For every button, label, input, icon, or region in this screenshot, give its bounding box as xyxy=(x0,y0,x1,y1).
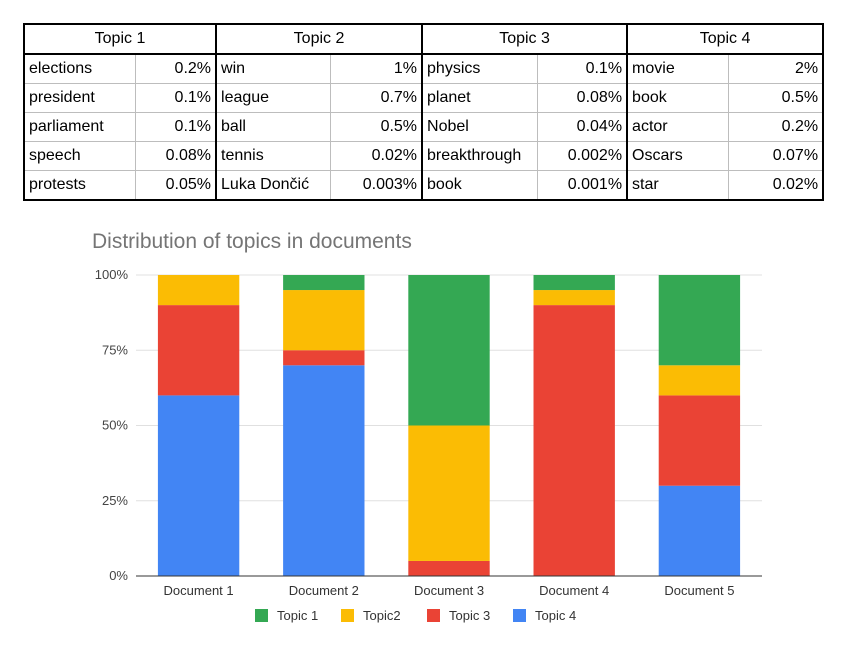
legend-swatch xyxy=(513,609,526,622)
topic-word-percent-cell: 0.5% xyxy=(727,83,825,113)
topic-word-percent-cell: 0.08% xyxy=(536,83,629,113)
bar-segment xyxy=(283,275,365,291)
topic-word-percent-cell: 0.1% xyxy=(134,83,218,113)
topic-word-cell: star xyxy=(626,170,729,201)
topic-word-percent-cell: 0.05% xyxy=(134,170,218,201)
topic-word-cell: win xyxy=(215,53,331,84)
topic-word-cell: ball xyxy=(215,112,331,142)
bar-segment xyxy=(283,350,365,366)
topic-word-cell: physics xyxy=(421,53,538,84)
topic-word-cell: breakthrough xyxy=(421,141,538,171)
topic-header: Topic 3 xyxy=(421,23,629,55)
topic-word-cell: book xyxy=(626,83,729,113)
table-row: protests 0.05% Luka Dončić 0.003% book 0.001%… xyxy=(23,170,825,201)
topic-word-cell: tennis xyxy=(215,141,331,171)
x-category-label: Document 4 xyxy=(539,583,609,598)
topic-word-percent-cell: 0.02% xyxy=(727,170,825,201)
topic-word-cell: actor xyxy=(626,112,729,142)
y-tick-label: 50% xyxy=(102,418,128,433)
topic-word-table: Topic 1 Topic 2 Topic 3 Topic 4 election… xyxy=(22,23,825,201)
topic-word-cell: league xyxy=(215,83,331,113)
table-row: president 0.1% league 0.7% planet 0.08% book 0.… xyxy=(23,83,825,113)
y-tick-label: 100% xyxy=(95,267,129,282)
topic-header: Topic 4 xyxy=(626,23,825,55)
table-header-row: Topic 1 Topic 2 Topic 3 Topic 4 xyxy=(22,23,825,55)
x-category-label: Document 2 xyxy=(289,583,359,598)
topic-word-percent-cell: 0.04% xyxy=(536,112,629,142)
topic-word-percent-cell: 0.001% xyxy=(536,170,629,201)
bar-segment xyxy=(533,305,615,576)
bar-segment xyxy=(157,395,240,576)
x-category-label: Document 5 xyxy=(664,583,734,598)
stacked-bar-chart: Distribution of topics in documents 0% 25… xyxy=(92,230,762,623)
topic-word-percent-cell: 0.02% xyxy=(329,141,424,171)
bar-segment xyxy=(157,275,240,306)
table-row: speech 0.08% tennis 0.02% breakthrough 0.002%… xyxy=(23,141,825,171)
x-category-label: Document 3 xyxy=(414,583,484,598)
topic-word-cell: planet xyxy=(421,83,538,113)
y-tick-label: 25% xyxy=(102,493,128,508)
y-tick-label: 75% xyxy=(102,342,128,357)
bar-segment xyxy=(658,395,741,486)
topic-word-cell: movie xyxy=(626,53,729,84)
y-tick-label: 0% xyxy=(109,568,128,583)
topic-word-percent-cell: 0.7% xyxy=(329,83,424,113)
topic-word-cell: president xyxy=(23,83,136,113)
legend-label: Topic 3 xyxy=(449,608,490,623)
bar-segment xyxy=(408,560,490,576)
topic-word-percent-cell: 0.5% xyxy=(329,112,424,142)
bar-segment xyxy=(157,305,240,396)
topic-word-cell: protests xyxy=(23,170,136,201)
topic-word-percent-cell: 0.003% xyxy=(329,170,424,201)
topic-word-percent-cell: 0.08% xyxy=(134,141,218,171)
topic-word-percent-cell: 0.2% xyxy=(727,112,825,142)
topic-word-cell: speech xyxy=(23,141,136,171)
bar-segment xyxy=(533,275,615,291)
legend-swatch xyxy=(427,609,440,622)
table-row: parliament 0.1% ball 0.5% Nobel 0.04% actor 0.2… xyxy=(23,112,825,142)
bar-segment xyxy=(658,485,741,576)
bar-segment xyxy=(408,425,490,561)
bar-segment xyxy=(408,275,490,426)
bar-segment xyxy=(283,290,365,351)
topic-word-percent-cell: 0.1% xyxy=(536,53,629,84)
legend-swatch xyxy=(255,609,268,622)
bar-segment xyxy=(658,365,741,396)
topic-word-cell: parliament xyxy=(23,112,136,142)
topic-word-cell: elections xyxy=(23,53,136,84)
topic-header: Topic 1 xyxy=(22,23,218,55)
topic-word-cell: Oscars xyxy=(626,141,729,171)
legend-label: Topic2 xyxy=(363,608,401,623)
topic-word-percent-cell: 2% xyxy=(727,53,825,84)
topic-word-cell: Nobel xyxy=(421,112,538,142)
table-row: elections 0.2% win 1% physics 0.1% movie 2% xyxy=(23,53,825,84)
topic-word-percent-cell: 0.07% xyxy=(727,141,825,171)
legend-swatch xyxy=(341,609,354,622)
topic-word-percent-cell: 0.1% xyxy=(134,112,218,142)
topic-word-percent-cell: 0.002% xyxy=(536,141,629,171)
bar-segment xyxy=(533,290,615,306)
x-category-label: Document 1 xyxy=(164,583,234,598)
bar-segment xyxy=(283,365,365,576)
chart-title: Distribution of topics in documents xyxy=(92,230,412,253)
topic-word-percent-cell: 0.2% xyxy=(134,53,218,84)
topic-word-cell: book xyxy=(421,170,538,201)
topic-header: Topic 2 xyxy=(215,23,424,55)
legend-label: Topic 4 xyxy=(535,608,576,623)
legend-label: Topic 1 xyxy=(277,608,318,623)
bar-segment xyxy=(658,275,741,366)
topic-word-percent-cell: 1% xyxy=(329,53,424,84)
topic-word-cell: Luka Dončić xyxy=(215,170,331,201)
